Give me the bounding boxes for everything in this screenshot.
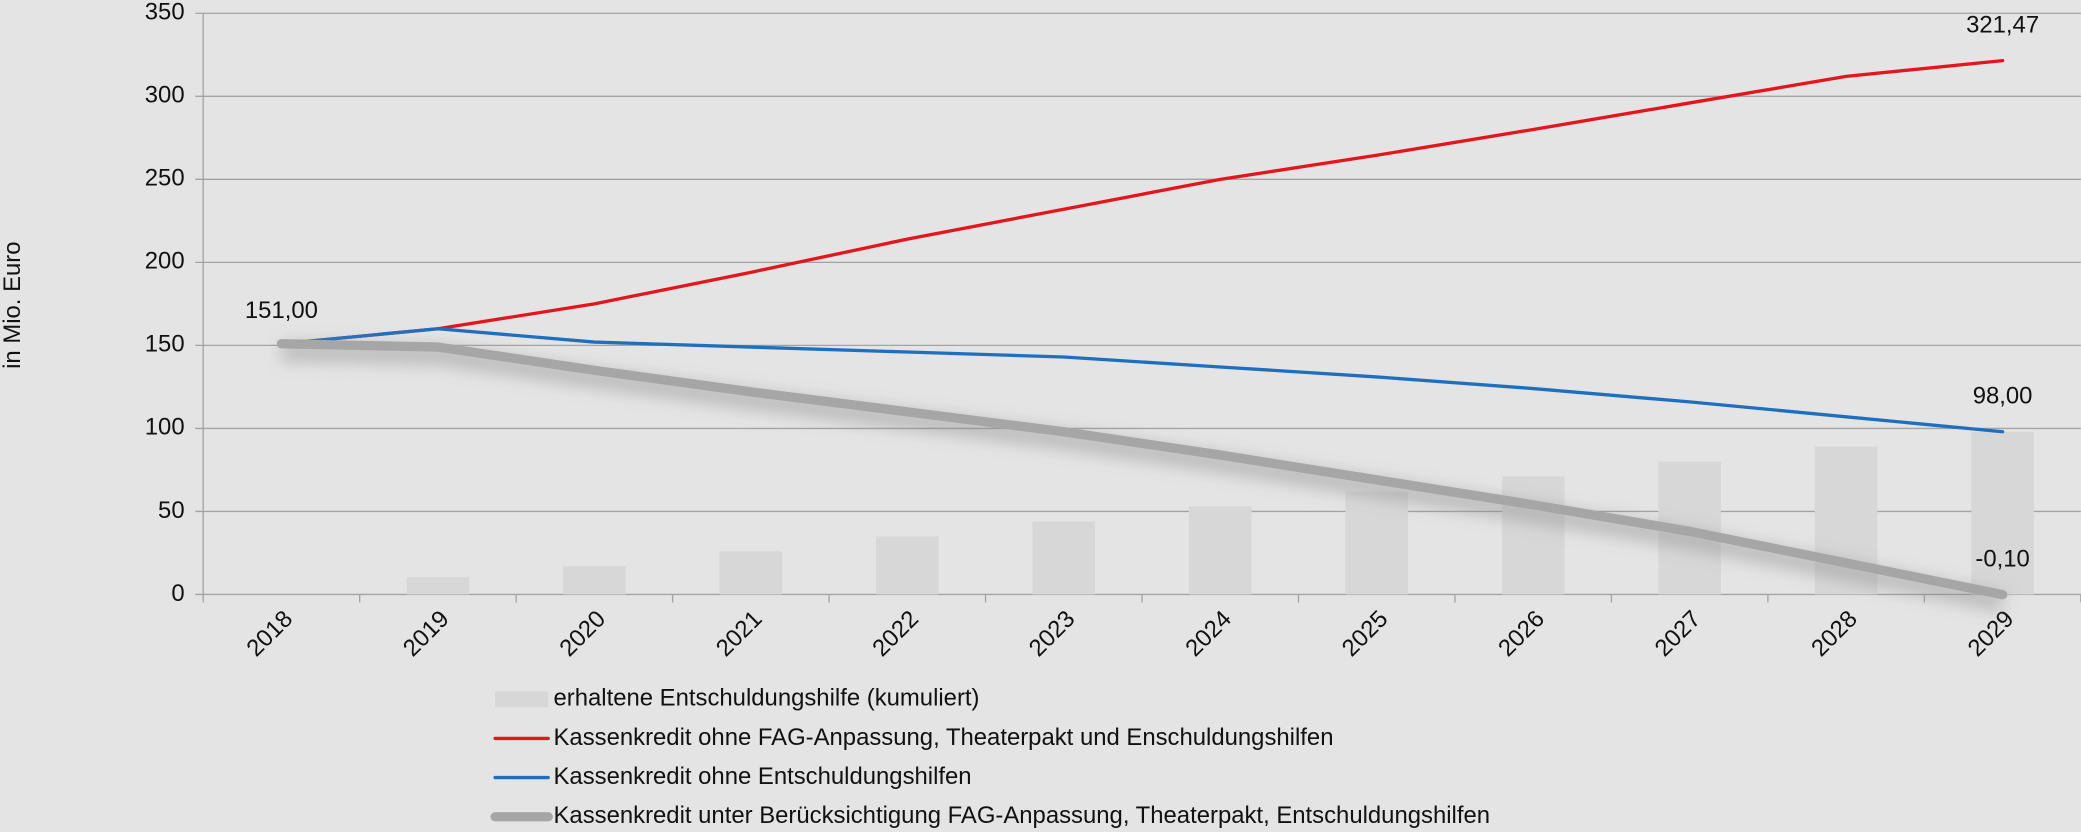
data-label: -0,10 [1975,545,2029,572]
x-tick-label: 2029 [1963,605,2020,662]
y-tick-label: 350 [145,0,185,26]
x-tick-label: 2024 [1180,605,1237,662]
line-shadow [281,342,2005,612]
x-tick-label: 2025 [1337,605,1394,662]
x-tick-label: 2021 [711,605,768,662]
line [276,339,2008,600]
x-tick-label: 2022 [867,605,924,662]
x-tick-label: 2019 [398,605,455,662]
data-label: 98,00 [1973,383,2033,410]
legend-label: Kassenkredit ohne Entschuldungshilfen [554,763,972,790]
y-axis-label: in Mio. Euro [0,242,26,369]
y-tick-label: 100 [145,414,185,441]
bar [563,566,626,595]
legend-label: Kassenkredit ohne FAG-Anpassung, Theater… [554,724,1334,751]
x-tick-label: 2018 [241,605,298,662]
y-tick-label: 200 [145,248,185,275]
legend-swatch [495,691,549,708]
bar [1032,521,1096,595]
x-tick-label: 2026 [1493,605,1550,662]
bar [719,551,783,595]
data-label: 151,00 [245,297,318,324]
legend-label: erhaltene Entschuldungshilfe (kumuliert) [554,685,980,712]
y-tick-label: 250 [145,165,185,192]
legend-label: Kassenkredit unter Berücksichtigung FAG-… [554,802,1491,829]
bar [1188,506,1252,595]
x-tick-label: 2023 [1024,605,1081,662]
y-tick-label: 150 [145,331,185,358]
bar [1501,476,1565,595]
bar [406,577,470,595]
line [279,58,2005,346]
y-tick-label: 50 [158,497,185,524]
x-tick-label: 2028 [1806,605,1863,662]
y-tick-label: 0 [171,580,184,607]
x-tick-label: 2027 [1650,605,1707,662]
data-label: 321,47 [1966,11,2039,38]
y-tick-label: 300 [145,82,185,109]
bar [876,536,939,595]
line [279,327,2005,434]
bar [1345,491,1409,595]
bar [1971,431,2034,595]
x-tick-label: 2020 [554,605,611,662]
